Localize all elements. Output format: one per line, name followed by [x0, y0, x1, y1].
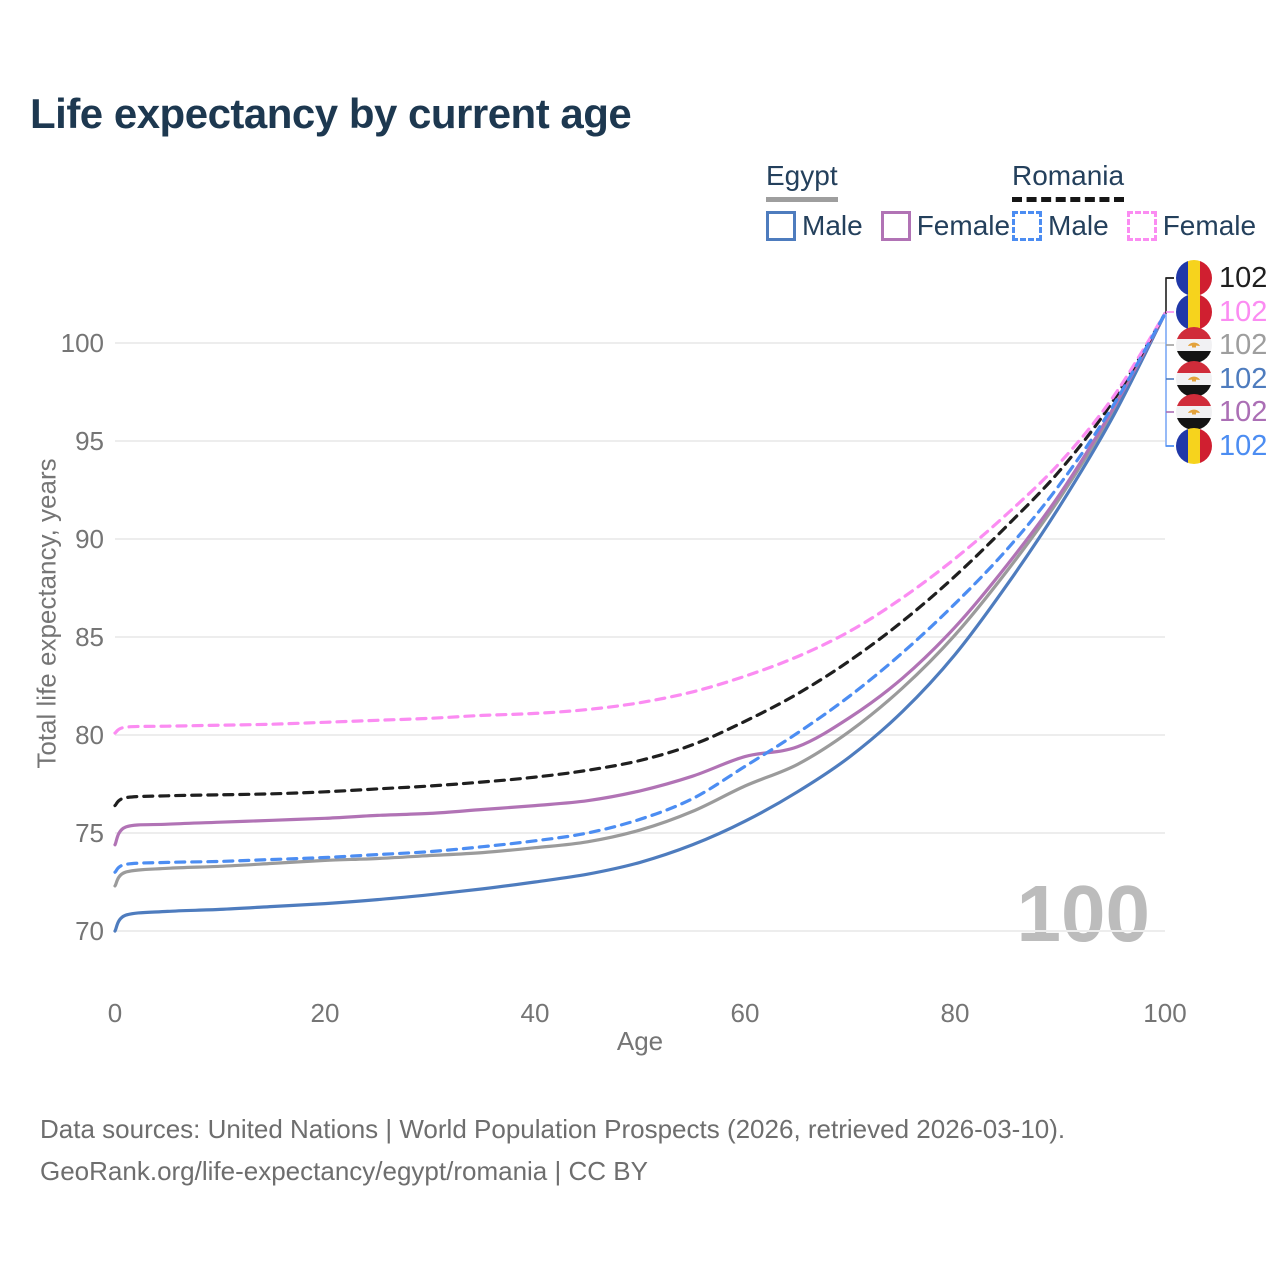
egypt-female-swatch-icon: [880, 211, 911, 241]
series-line-romania-male[interactable]: [113, 312, 1167, 874]
egypt-flag-icon: [1176, 361, 1212, 397]
legend-label: Female: [916, 210, 1011, 241]
x-tick-label: 100: [1143, 998, 1186, 1028]
y-tick-label: 95: [75, 426, 104, 456]
series-line-romania-persons[interactable]: [113, 312, 1167, 808]
x-tick-label: 20: [311, 998, 340, 1028]
footer-line-url: GeoRank.org/life-expectancy/egypt/romani…: [40, 1156, 648, 1186]
y-tick-label: 80: [75, 720, 104, 750]
footer-line-datasource: Data sources: United Nations | World Pop…: [40, 1114, 1066, 1144]
romania-male-swatch-icon: [1012, 211, 1042, 241]
series-end-label-romania-male: 102: [1176, 428, 1267, 464]
series-line-egypt-female[interactable]: [113, 312, 1167, 847]
series-line-egypt-persons[interactable]: [113, 312, 1167, 888]
end-label-value: 102: [1219, 362, 1268, 395]
series-line-egypt-male[interactable]: [113, 312, 1167, 933]
legend-item-egypt-female[interactable]: Female: [880, 210, 1011, 242]
romania-flag-icon: [1176, 260, 1212, 296]
legend-group-egypt: Egypt Male Female: [766, 160, 1010, 242]
footer-attribution: Data sources: United Nations | World Pop…: [40, 1108, 1065, 1192]
y-tick-label: 90: [75, 524, 104, 554]
egypt-flag-icon: [1176, 327, 1212, 363]
legend-heading-romania[interactable]: Romania: [1012, 160, 1125, 202]
egypt-flag-icon: [1176, 394, 1212, 430]
legend-item-egypt-male[interactable]: Male: [766, 210, 863, 242]
series-end-label-egypt-persons: 102: [1176, 327, 1267, 363]
egypt-male-swatch-icon: [766, 211, 796, 241]
romania-female-swatch-icon: [1126, 211, 1157, 241]
end-label-value: 102: [1219, 429, 1268, 462]
x-tick-label: 0: [108, 998, 122, 1028]
legend-label: Male: [802, 210, 863, 241]
y-tick-label: 85: [75, 622, 104, 652]
legend-label: Male: [1048, 210, 1109, 241]
series-end-label-romania-female: 102: [1176, 294, 1267, 330]
legend-item-romania-male[interactable]: Male: [1012, 210, 1109, 242]
end-label-value: 102: [1219, 328, 1268, 361]
romania-flag-icon: [1176, 294, 1212, 330]
x-tick-label: 80: [941, 998, 970, 1028]
end-label-value: 102: [1219, 295, 1268, 328]
series-end-label-egypt-male: 102: [1176, 361, 1267, 397]
x-axis-title: Age: [616, 1026, 664, 1056]
y-tick-label: 70: [75, 916, 104, 946]
legend-heading-egypt[interactable]: Egypt: [766, 160, 838, 202]
series-end-label-egypt-female: 102: [1176, 394, 1267, 430]
leader-line-black: [1165, 277, 1174, 314]
page-title: Life expectancy by current age: [30, 90, 632, 137]
legend-label: Female: [1162, 210, 1257, 241]
legend-group-romania: Romania Male Female: [1012, 160, 1256, 242]
series-line-romania-female[interactable]: [113, 312, 1167, 735]
x-tick-label: 60: [731, 998, 760, 1028]
end-label-value: 102: [1219, 395, 1268, 428]
x-tick-label: 40: [521, 998, 550, 1028]
y-tick-label: 100: [61, 328, 104, 358]
age-watermark: 100: [1016, 869, 1150, 958]
legend-item-romania-female[interactable]: Female: [1126, 210, 1257, 242]
series-end-label-romania-persons: 102: [1176, 260, 1267, 296]
y-tick-label: 75: [75, 818, 104, 848]
end-label-value: 102: [1219, 261, 1268, 294]
romania-flag-icon: [1176, 428, 1212, 464]
